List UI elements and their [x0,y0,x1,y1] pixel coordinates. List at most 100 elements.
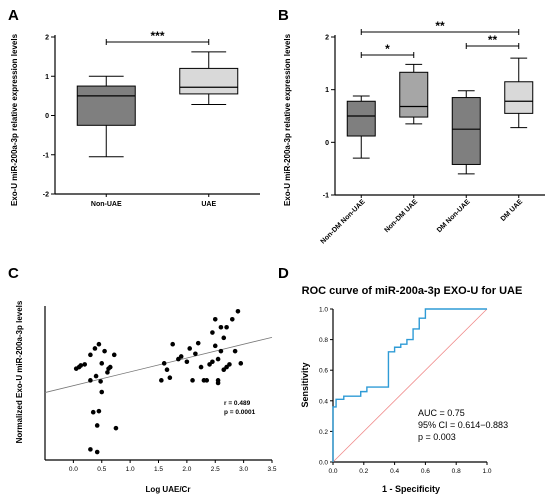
data-point [212,343,218,349]
data-point [235,309,241,314]
data-point [113,425,119,431]
x-tick-label: 0.4 [390,468,399,475]
x-tick-label: 0.2 [359,468,368,475]
x-tick-label: 2.5 [211,466,220,473]
panel-d-roc: ROC curve of miR-200a-3p EXO-U for UAE S… [300,285,522,494]
data-point [105,370,110,375]
x-tick-label: 1.5 [154,466,163,473]
data-point [178,354,184,359]
x-tick-label: DM Non-UAE [436,198,472,234]
panel-c-stat-r: r = 0.489 [224,400,251,407]
data-point [78,363,84,368]
panel-d-auc: AUC = 0.75 [418,408,465,418]
panel-c-xlabel: Log UAE/Cr [146,485,191,494]
significance-label: ** [488,33,498,47]
y-tick-label: 0 [325,140,329,147]
panel-letter-c: C [8,265,19,282]
data-point [224,324,229,330]
data-point [187,346,193,351]
y-tick-label: 0.6 [319,368,328,375]
data-point [99,361,105,366]
panel-d-xlabel: 1 - Specificity [382,484,440,494]
data-point [232,348,238,354]
data-point [94,423,100,428]
data-point [92,346,98,351]
x-tick-label: 0.5 [97,466,106,473]
panel-d-p: p = 0.003 [418,432,456,442]
data-point [82,362,88,367]
data-point [221,335,227,341]
data-point [107,364,113,370]
data-point [99,389,105,395]
data-point [167,375,173,380]
data-point [198,364,204,370]
y-tick-label: 2 [45,35,49,42]
panel-a-ylabel: Exo-U miR-200a-3p relative expression le… [10,33,19,206]
data-point [190,378,195,383]
y-tick-label: 1 [45,74,49,81]
data-point [111,352,117,358]
x-tick-label: Non-DM Non-UAE [320,198,367,245]
data-point [94,449,100,455]
panel-c-ylabel: Normalized Exo-U miR-200a-3p levels [15,300,24,443]
x-tick-label: 0.0 [69,466,78,473]
significance-label: ** [435,19,445,33]
box-2 [451,97,481,165]
x-tick-label: 1.0 [482,468,491,475]
data-point [218,348,224,354]
y-tick-label: 0.8 [319,337,328,344]
panel-d-title: ROC curve of miR-200a-3p EXO-U for UAE [302,285,523,297]
y-tick-label: 0.0 [319,460,328,467]
y-tick-label: 2 [325,35,329,42]
data-point [204,378,210,383]
panel-c-stat-p: p = 0.0001 [224,409,256,416]
data-point [229,316,235,322]
data-point [90,409,96,415]
panel-letter-b: B [278,7,289,24]
x-tick-label: UAE [201,201,216,208]
data-point [218,324,224,330]
data-point [88,447,93,452]
box-3 [504,81,534,114]
data-point [215,380,221,386]
data-point [102,348,107,354]
panel-b-boxplot: Exo-U miR-200a-3p relative expression le… [283,19,545,245]
y-tick-label: 0.4 [319,398,328,405]
panel-a-boxplot: Exo-U miR-200a-3p relative expression le… [10,29,260,208]
data-point [212,316,218,322]
significance-label: * [385,42,390,56]
data-point [164,367,170,373]
data-point [93,373,99,379]
y-tick-label: 0.2 [319,429,328,436]
x-tick-label: 3.0 [239,466,248,473]
data-point [238,361,244,366]
box-0 [76,85,136,126]
y-tick-label: -1 [323,193,329,200]
significance-label: *** [150,29,164,43]
reference-diagonal [332,308,488,463]
panel-c-scatter: Normalized Exo-U miR-200a-3p levels Log … [15,300,277,494]
x-tick-label: 0.6 [421,468,430,475]
data-point [170,341,175,347]
data-point [224,364,229,370]
data-point [184,359,190,365]
data-point [98,379,103,384]
panel-letter-a: A [8,7,19,24]
x-tick-label: Non-DM UAE [383,198,419,234]
y-tick-label: 1.0 [319,307,328,314]
x-tick-label: 0.0 [328,468,337,475]
data-point [195,340,201,346]
panel-b-ylabel: Exo-U miR-200a-3p relative expression le… [283,33,292,206]
data-point [159,378,164,383]
x-tick-label: Non-UAE [91,201,122,208]
y-tick-label: 0 [45,113,49,120]
panel-letter-d: D [278,265,289,282]
panel-d-ci: 95% CI = 0.614−0.883 [418,420,508,430]
x-tick-label: 2.0 [182,466,191,473]
box-1 [179,67,239,95]
data-point [161,361,167,366]
y-tick-label: -2 [43,192,49,199]
box-1 [399,71,429,118]
box-0 [346,100,376,137]
